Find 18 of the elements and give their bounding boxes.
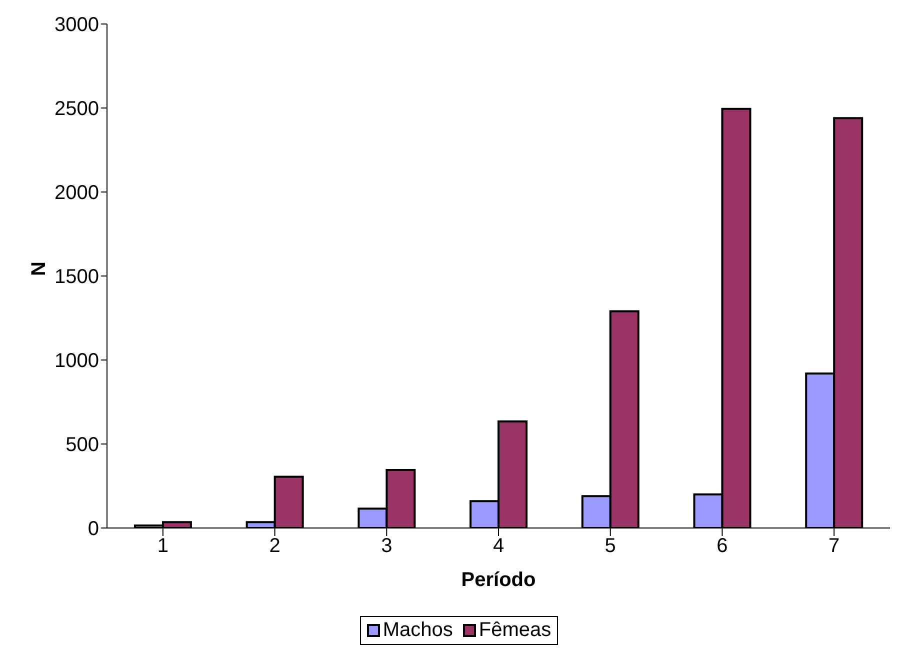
y-tick-label: 2000 [54, 182, 99, 204]
legend-label: Fêmeas [478, 619, 552, 642]
x-axis-title: Período [461, 569, 536, 592]
y-axis-title: N [28, 262, 50, 276]
y-tick-label: 500 [66, 434, 99, 456]
x-tick-label: 1 [157, 535, 168, 558]
y-tick-label: 1000 [54, 350, 99, 372]
x-tick-label: 5 [604, 535, 616, 558]
y-tick-label: 0 [88, 518, 99, 540]
x-tick-label: 6 [716, 535, 728, 558]
y-tick-label: 2500 [54, 98, 99, 120]
legend-label: Machos [382, 619, 453, 642]
x-tick-label: 3 [381, 535, 392, 558]
y-tick-label: 1500 [54, 266, 99, 288]
x-tick-label: 2 [269, 535, 280, 558]
x-tick-label: 4 [492, 535, 504, 558]
x-tick-label: 7 [828, 535, 840, 558]
y-tick-label: 3000 [54, 14, 99, 36]
